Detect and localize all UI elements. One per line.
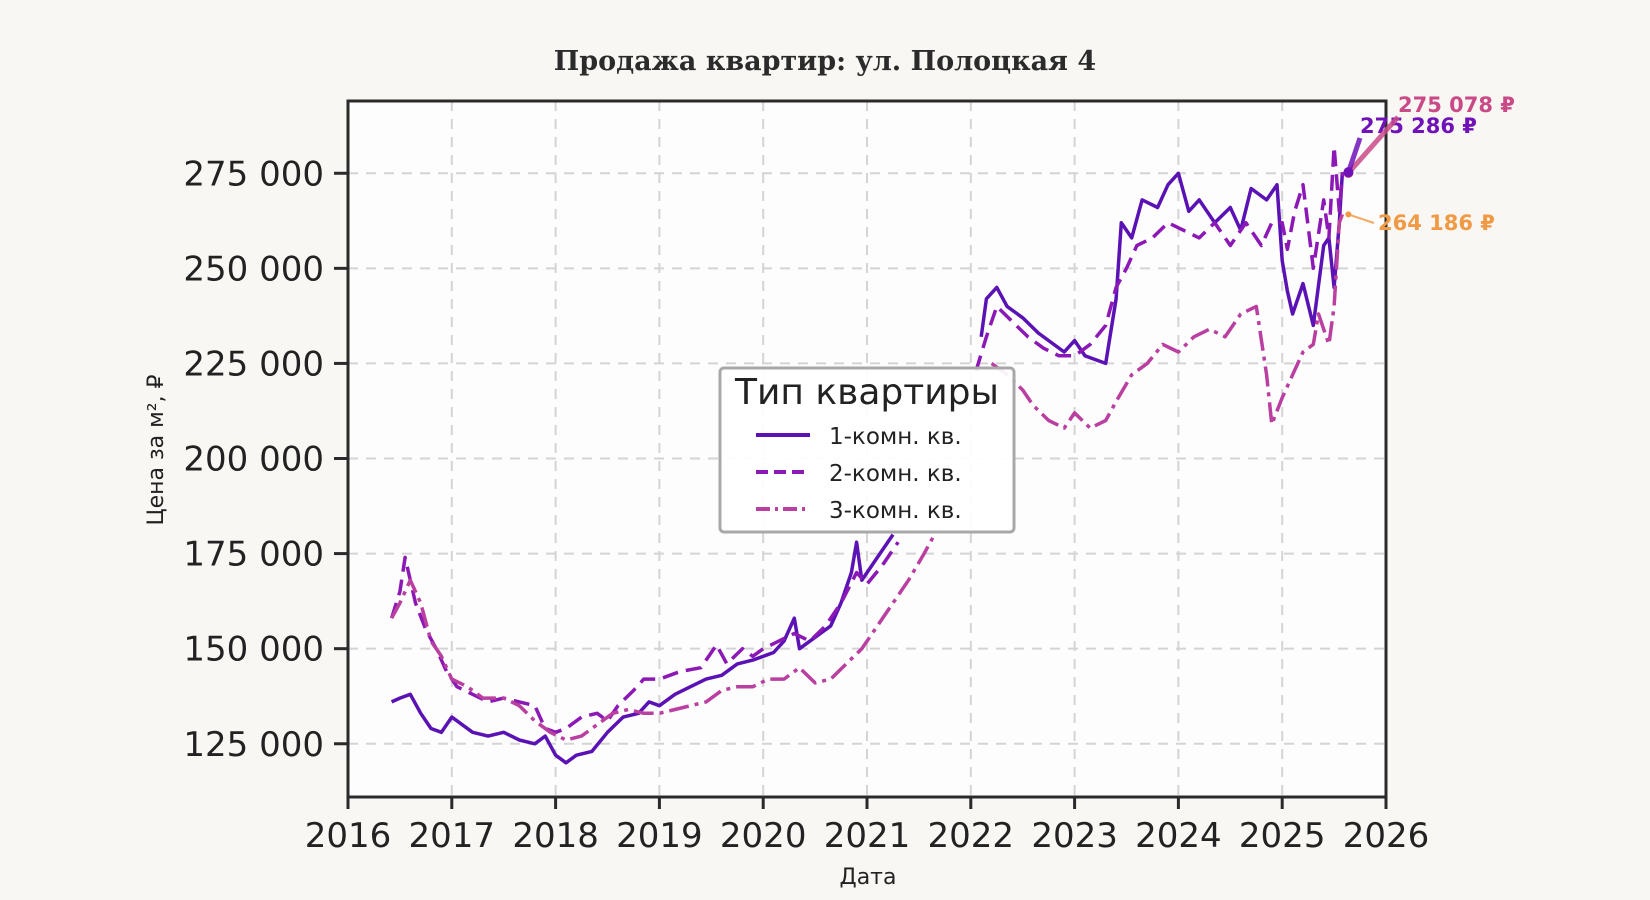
annotation-arrow-head [1345, 211, 1352, 218]
annotation-2room: 275 078 ₽ [1398, 93, 1515, 117]
annotation-1room: 275 286 ₽ [1360, 114, 1477, 138]
y-grid [348, 172, 1386, 745]
series-line-3-part-2 [990, 213, 1345, 430]
annotation-arrow-head [1343, 167, 1354, 178]
series-line-1-part-2 [979, 171, 1345, 366]
series-line-2-part-1 [389, 541, 900, 735]
annotation-arrow [1348, 213, 1375, 224]
y-tick-label: 125 000 [183, 725, 324, 765]
annotation-arrow [1346, 137, 1363, 173]
y-axis-label: Цена за м², ₽ [144, 374, 169, 525]
y-tick-label: 250 000 [183, 249, 324, 289]
x-tick-label: 2017 [409, 816, 496, 856]
y-axis-ticks: 125 000 150 000 175 000 200 000 225 000 250 0… [183, 154, 348, 765]
x-tick-label: 2016 [305, 816, 392, 856]
legend-label-2room: 2-комн. кв. [829, 461, 962, 487]
y-tick-label: 275 000 [183, 154, 324, 194]
x-tick-label: 2020 [720, 816, 807, 856]
series-line-3-part-1 [390, 533, 937, 742]
legend-label-3room: 3-комн. кв. [829, 498, 962, 524]
x-tick-label: 2026 [1343, 816, 1430, 856]
x-axis-ticks: 2016 2017 2018 2019 2020 2021 2022 2023 2024 2025… [305, 797, 1430, 856]
annotation-3room: 264 186 ₽ [1378, 211, 1495, 235]
x-tick-label: 2018 [512, 816, 599, 856]
legend-title: Тип квартиры [734, 372, 999, 413]
y-tick-label: 175 000 [183, 535, 324, 575]
x-tick-label: 2022 [928, 816, 1015, 856]
legend: Тип квартиры 1-комн. кв. 2-комн. кв. 3-к… [718, 366, 1016, 534]
x-tick-label: 2025 [1239, 816, 1326, 856]
x-tick-label: 2019 [616, 816, 703, 856]
series-line-2-part-2 [974, 144, 1345, 372]
chart-title: Продажа квартир: ул. Полоцкая 4 [554, 46, 1096, 77]
x-tick-label: 2023 [1031, 816, 1118, 856]
x-tick-label: 2024 [1135, 816, 1222, 856]
annotations: 275 078 ₽ 275 286 ₽ 264 186 ₽ [1343, 93, 1515, 235]
series-line-1-part-1 [390, 533, 895, 765]
y-tick-label: 200 000 [183, 440, 324, 480]
x-axis-label: Дата [840, 865, 897, 890]
y-tick-label: 150 000 [183, 630, 324, 670]
legend-box [718, 366, 1016, 534]
y-tick-label: 225 000 [183, 344, 324, 384]
x-tick-label: 2021 [824, 816, 911, 856]
legend-label-1room: 1-комн. кв. [829, 424, 962, 450]
series-lines [389, 144, 1345, 765]
annotation-arrow [1346, 115, 1400, 175]
